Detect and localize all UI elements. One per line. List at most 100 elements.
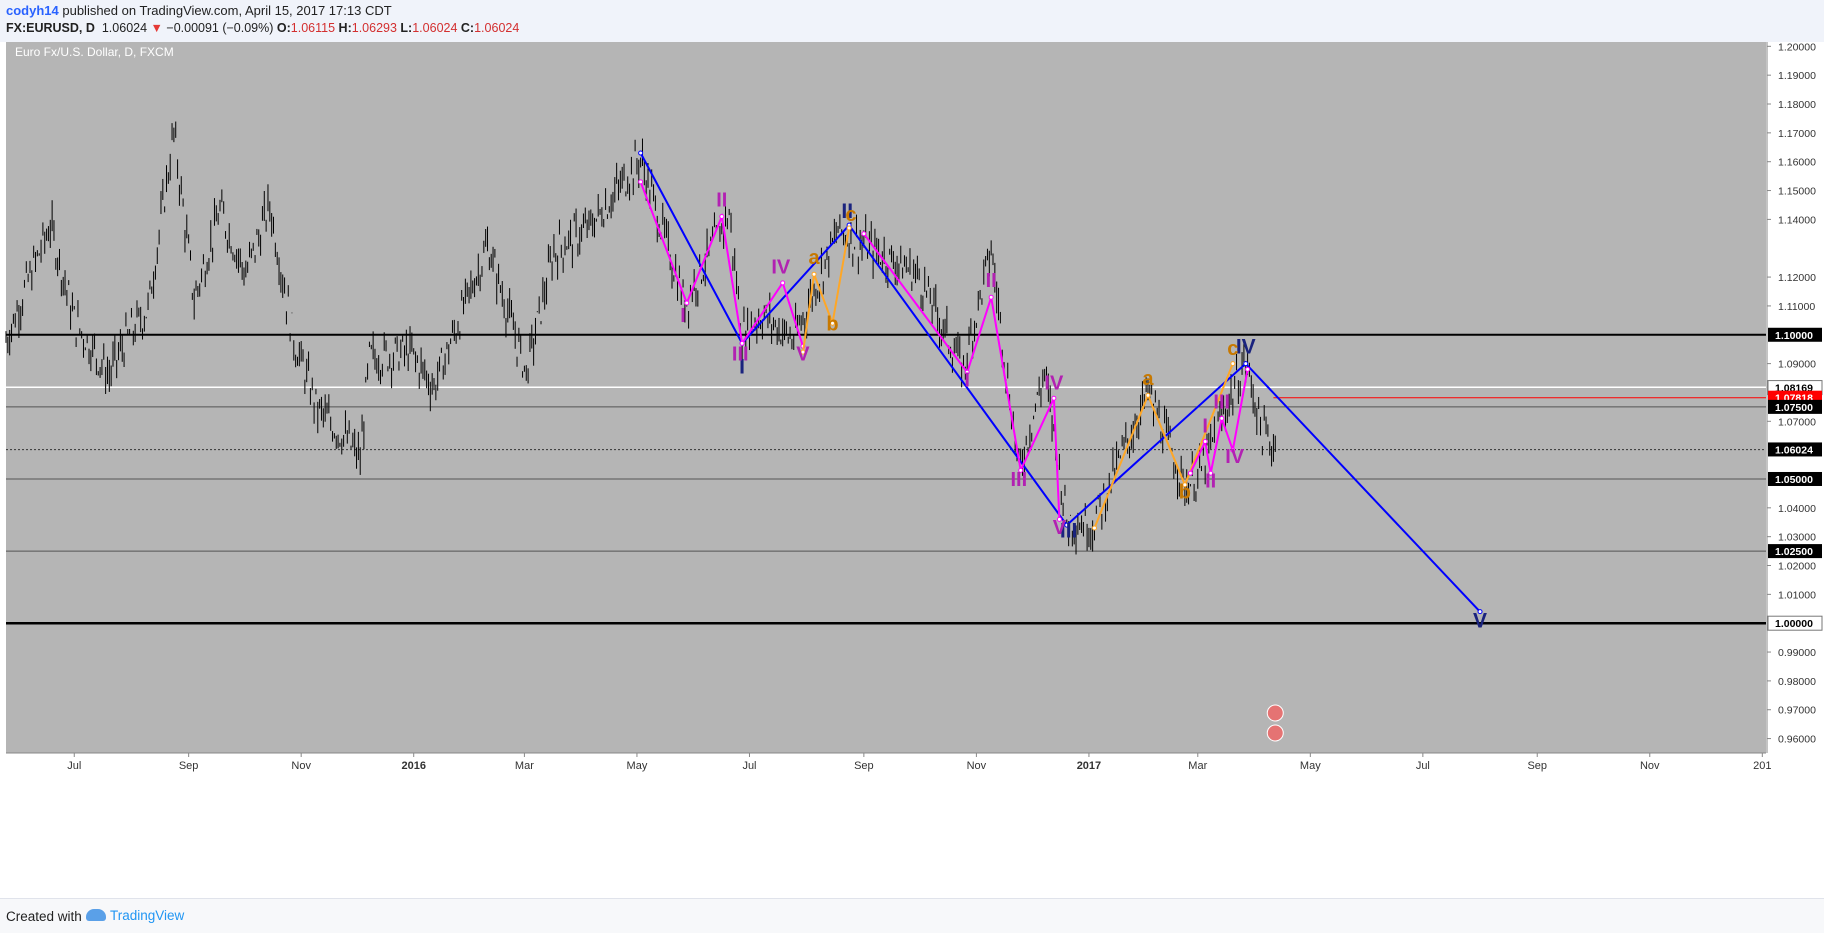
wave-point xyxy=(684,300,690,306)
y-tick-label: 1.11000 xyxy=(1778,301,1815,313)
symbol-quote-line: FX:EURUSD, D 1.06024 ▼ −0.00091 (−0.09%)… xyxy=(6,21,519,35)
wave-point xyxy=(1208,470,1214,476)
x-tick-label: 2017 xyxy=(1077,760,1101,772)
price-label-box xyxy=(1768,399,1822,414)
price-label-box xyxy=(1768,327,1822,342)
y-tick-label: 1.14000 xyxy=(1778,214,1816,226)
y-tick-label: 0.97000 xyxy=(1778,705,1816,717)
wave-label: IV xyxy=(1225,446,1245,468)
eu-flag-event-icon xyxy=(1266,724,1284,742)
wave-label: V xyxy=(1053,517,1067,539)
chart-title: Euro Fx/U.S. Dollar, D, FXCM xyxy=(15,45,174,59)
y-tick-label: 1.02000 xyxy=(1778,561,1816,573)
low-label: L: xyxy=(400,21,413,35)
x-tick-label: Sep xyxy=(1527,760,1547,772)
wave-label: III xyxy=(1060,520,1078,543)
wave-point xyxy=(1056,516,1062,522)
publish-text: published on TradingView.com, April 15, … xyxy=(58,3,392,18)
y-tick-label: 1.18000 xyxy=(1778,99,1816,111)
wave-point xyxy=(800,349,806,355)
open-value: 1.06115 xyxy=(290,21,336,35)
wave-point xyxy=(964,369,970,375)
wave-label: IV xyxy=(1044,373,1064,395)
price-chart[interactable]: Euro Fx/U.S. Dollar, D, FXCMIIIIIIIVVIII… xyxy=(0,42,1824,898)
open-label: O: xyxy=(276,21,291,35)
footer: Created with TradingView xyxy=(0,898,1824,933)
wave-label: IV xyxy=(1236,336,1256,359)
y-tick-label: 1.12000 xyxy=(1778,272,1816,284)
close-label: C: xyxy=(460,21,475,35)
wave-point xyxy=(1018,467,1024,473)
wave-label: II xyxy=(986,270,997,292)
price-label: 1.02500 xyxy=(1775,546,1813,558)
wave-point xyxy=(1245,366,1251,372)
wave-point xyxy=(846,225,852,231)
wave-point xyxy=(1091,525,1097,531)
y-tick-label: 0.98000 xyxy=(1778,676,1816,688)
author-name[interactable]: codyh14 xyxy=(6,3,59,18)
wave-label: I xyxy=(680,305,686,327)
publish-info: codyh14 published on TradingView.com, Ap… xyxy=(6,3,392,18)
close-value: 1.06024 xyxy=(474,21,520,35)
x-tick-label: Nov xyxy=(291,760,311,772)
y-tick-label: 1.04000 xyxy=(1778,503,1816,515)
symbol-label: FX:EURUSD, D xyxy=(6,21,95,35)
price-label: 1.05000 xyxy=(1775,474,1813,486)
y-tick-label: 1.15000 xyxy=(1778,186,1816,198)
high-label: H: xyxy=(338,21,352,35)
wave-label: I xyxy=(739,356,745,379)
wave-label: IV xyxy=(771,256,791,278)
price-label-box xyxy=(1768,442,1822,457)
y-tick-label: 1.07000 xyxy=(1778,416,1816,428)
price-label: 1.10000 xyxy=(1775,330,1813,342)
y-tick-label: 1.17000 xyxy=(1778,128,1816,140)
wave-point xyxy=(1064,522,1070,528)
x-tick-label: Jul xyxy=(67,760,81,772)
price-label-box xyxy=(1768,471,1822,486)
wave-label: b xyxy=(1179,481,1191,503)
tradingview-logo[interactable]: TradingView xyxy=(86,908,184,923)
price-change: −0.00091 (−0.09%) xyxy=(166,21,274,35)
wave-point xyxy=(719,214,725,220)
wave-label: V xyxy=(1473,610,1487,633)
wave-point xyxy=(1202,438,1208,444)
wave-point xyxy=(1477,609,1483,615)
wave-label: III xyxy=(1213,391,1230,413)
wave-point xyxy=(1243,361,1249,367)
wave-point xyxy=(638,179,644,185)
wave-label: c xyxy=(845,204,856,226)
wave-label: I xyxy=(964,370,970,392)
x-tick-label: Jul xyxy=(1416,760,1430,772)
wave-point xyxy=(1219,415,1225,421)
wave-label: II xyxy=(841,200,853,223)
wave-label: b xyxy=(826,313,838,335)
x-tick-label: Nov xyxy=(967,760,987,772)
x-tick-label: Mar xyxy=(1188,760,1207,772)
wave-point xyxy=(1230,447,1236,453)
wave-label: III xyxy=(732,344,749,366)
wave-point xyxy=(829,320,835,326)
wave-point xyxy=(811,271,817,277)
wave-point xyxy=(1187,470,1193,476)
high-value: 1.06293 xyxy=(351,21,397,35)
price-label: 1.06024 xyxy=(1775,444,1813,456)
created-with-text: Created with xyxy=(6,909,82,924)
wave-line-wave-iii-subwaves xyxy=(863,233,1061,520)
wave-label: III xyxy=(1010,469,1027,491)
x-tick-label: May xyxy=(627,760,648,772)
wave-line-wave-ii-abc xyxy=(802,227,851,353)
wave-point xyxy=(1051,395,1057,401)
wave-label: II xyxy=(1205,471,1216,493)
y-tick-label: 0.96000 xyxy=(1778,734,1816,746)
x-tick-label: Jul xyxy=(742,760,756,772)
price-label-box xyxy=(1767,615,1823,631)
wave-point xyxy=(1182,482,1188,488)
wave-point xyxy=(861,231,867,237)
wave-point xyxy=(1230,361,1236,367)
price-label: 1.00000 xyxy=(1775,618,1813,630)
last-price: 1.06024 xyxy=(101,21,148,35)
y-tick-label: 1.01000 xyxy=(1778,589,1816,601)
wave-label: V xyxy=(796,344,810,366)
y-tick-label: 1.16000 xyxy=(1778,157,1816,169)
wave-point xyxy=(780,280,786,286)
